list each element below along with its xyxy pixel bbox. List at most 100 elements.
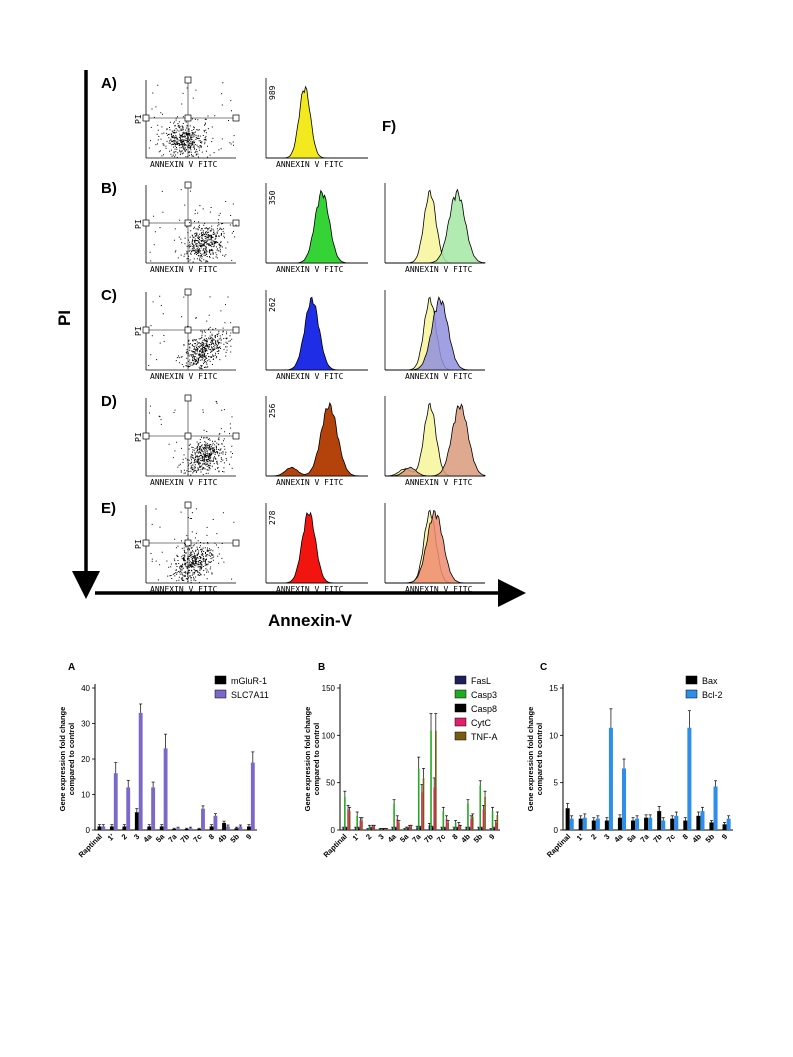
bar-y-tick-label: 40 xyxy=(81,684,90,693)
bar-slc7a11 xyxy=(238,826,243,830)
gate-handle xyxy=(142,219,150,227)
bar-cytc xyxy=(433,787,436,830)
gate-handle xyxy=(232,539,240,547)
bar-cytc xyxy=(445,818,448,830)
bar-x-tick-label: 5b xyxy=(472,832,485,845)
bar-casp8 xyxy=(468,828,471,830)
overlay-histogram: ANNEXIN V FITC xyxy=(384,290,485,381)
legend-swatch xyxy=(454,675,467,685)
bar-bcl-2 xyxy=(661,820,666,830)
bar-chart-B: B 0 50 100 150 Gene expression fold change com… xyxy=(303,662,500,859)
dot-plot-x-label: ANNEXIN V FITC xyxy=(150,160,218,169)
bar-bax xyxy=(578,818,583,830)
bar-x-tick-label: 1' xyxy=(106,832,117,843)
bar-y-tick-label: 0 xyxy=(331,826,336,835)
bar-casp8 xyxy=(456,828,459,830)
dot-plot-x-label: ANNEXIN V FITC xyxy=(150,585,218,594)
bar-x-tick-label: 5b xyxy=(228,832,241,845)
bar-y-tick-label: 20 xyxy=(81,755,90,764)
bar-cytc xyxy=(384,829,386,830)
bar-mglur-1 xyxy=(247,826,251,830)
bar-bcl-2 xyxy=(635,818,640,830)
overlay-x-label: ANNEXIN V FITC xyxy=(405,478,473,487)
gate-handle xyxy=(184,539,192,547)
bar-bax xyxy=(591,820,596,830)
histogram-x-label: ANNEXIN V FITC xyxy=(276,160,344,169)
histogram-x-label: ANNEXIN V FITC xyxy=(276,372,344,381)
dot-plot-y-label: PI xyxy=(134,432,143,442)
bar-x-tick-label: 4a xyxy=(612,831,625,844)
bar-slc7a11 xyxy=(113,773,118,830)
bar-fasl xyxy=(367,829,369,830)
bar-y-label-line: Gene expression fold change xyxy=(526,707,535,812)
annexin-axis-label: Annexin-V xyxy=(268,611,353,630)
bar-y-label: Gene expression fold change compared to c… xyxy=(303,707,321,812)
bar-tnf-a xyxy=(361,820,363,830)
bar-y-tick-label: 100 xyxy=(322,731,336,740)
histogram: 989 ANNEXIN V FITC xyxy=(265,78,368,169)
gate-handle xyxy=(232,114,240,122)
bar-x-tick-label: 5a xyxy=(154,831,167,844)
bar-casp3 xyxy=(479,785,482,830)
histogram: 256 ANNEXIN V FITC xyxy=(265,396,368,487)
bar-fasl xyxy=(428,825,431,830)
dot-plot-x-label: ANNEXIN V FITC xyxy=(150,265,218,274)
bar-slc7a11 xyxy=(126,787,131,830)
bar-y-tick-label: 0 xyxy=(554,826,559,835)
gate-handle xyxy=(142,539,150,547)
bar-x-tick-label: 7c xyxy=(435,832,447,844)
bar-x-tick-label: 4a xyxy=(386,831,399,844)
bar-bcl-2 xyxy=(569,818,574,830)
bar-x-tick-label: Raptinal xyxy=(545,832,572,859)
legend-label: Bcl-2 xyxy=(702,690,723,700)
bar-bcl-2 xyxy=(621,768,627,830)
bar-mglur-1 xyxy=(159,826,164,830)
bar-cytc xyxy=(408,826,411,830)
bar-slc7a11 xyxy=(138,712,143,830)
bar-casp3 xyxy=(405,828,408,830)
legend-swatch xyxy=(454,731,467,741)
bar-x-tick-label: 1' xyxy=(575,832,586,843)
bar-tnf-a xyxy=(471,816,474,830)
bar-slc7a11 xyxy=(101,826,106,830)
histogram: 278 ANNEXIN V FITC xyxy=(265,503,368,594)
bar-casp8 xyxy=(444,828,446,830)
bar-x-tick-label: 2 xyxy=(364,832,373,841)
bar-bax xyxy=(565,808,570,830)
bar-cytc xyxy=(396,818,399,830)
bar-fasl xyxy=(416,827,418,830)
scatter-events xyxy=(148,295,233,370)
bar-cytc xyxy=(494,822,497,830)
histogram-max-count: 256 xyxy=(268,403,277,418)
gate-handle xyxy=(232,432,240,440)
legend-swatch xyxy=(454,717,467,727)
histogram-distribution xyxy=(266,189,368,264)
bar-cytc xyxy=(421,792,423,830)
bar-tnf-a xyxy=(398,822,400,830)
legend-label: SLC7A11 xyxy=(231,690,269,700)
bar-x-tick-label: 8 xyxy=(681,832,690,841)
bar-mglur-1 xyxy=(172,828,177,830)
legend-swatch xyxy=(685,689,698,699)
histogram-x-label: ANNEXIN V FITC xyxy=(276,265,344,274)
bar-bcl-2 xyxy=(726,818,731,830)
gate-handle xyxy=(142,326,150,334)
overlay-panel-label: F) xyxy=(382,118,396,135)
overlay-histogram: ANNEXIN V FITC xyxy=(384,396,486,487)
bar-x-tick-label: 7c xyxy=(191,832,203,844)
bar-x-tick-label: 2 xyxy=(120,832,129,841)
bar-fasl xyxy=(477,828,480,830)
bar-x-tick-label: 3 xyxy=(602,832,611,841)
bar-fasl xyxy=(490,829,492,830)
histogram-x-label: ANNEXIN V FITC xyxy=(276,478,344,487)
dot-plot: ANNEXIN V FITC PI xyxy=(134,394,240,487)
bar-slc7a11 xyxy=(151,787,156,830)
bar-casp8 xyxy=(382,829,385,830)
histogram-distribution xyxy=(266,296,368,371)
bar-x-tick-label: 5a xyxy=(398,831,411,844)
bar-y-label-line: compared to control xyxy=(312,723,321,796)
overlay-treated-distribution xyxy=(385,403,486,477)
legend-label: Casp8 xyxy=(471,704,497,714)
bar-x-tick-label: 4b xyxy=(459,832,472,845)
overlay-treated-distribution xyxy=(385,188,486,264)
